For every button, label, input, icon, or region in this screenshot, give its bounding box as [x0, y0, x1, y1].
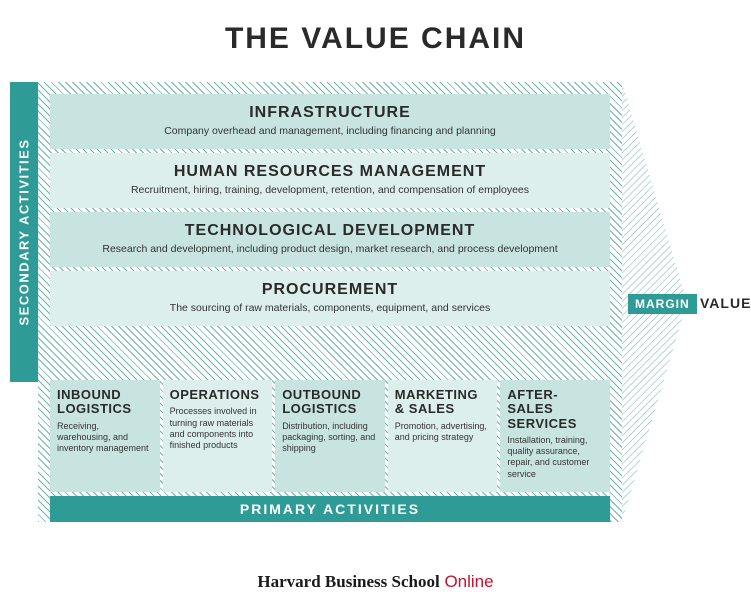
secondary-row-desc: The sourcing of raw materials, component…: [64, 302, 596, 314]
primary-col: AFTER-SALES SERVICESInstallation, traini…: [500, 380, 610, 492]
value-text: VALUE: [700, 295, 751, 311]
secondary-activities-text: SECONDARY ACTIVITIES: [17, 139, 32, 326]
secondary-row: PROCUREMENT The sourcing of raw materials…: [50, 271, 610, 326]
primary-col: OUTBOUND LOGISTICS Distribution, includin…: [275, 380, 385, 492]
diagram-title: THE VALUE CHAIN: [0, 0, 751, 56]
secondary-row-desc: Company overhead and management, includi…: [64, 125, 596, 137]
secondary-row-title: HUMAN RESOURCES MANAGEMENT: [64, 163, 596, 181]
footer-online: Online: [440, 572, 494, 591]
footer-attribution: Harvard Business School Online: [0, 572, 751, 592]
secondary-row: HUMAN RESOURCES MANAGEMENT Recruitment, h…: [50, 153, 610, 208]
primary-col: OPERATIONS Processes involved in turning …: [163, 380, 273, 492]
secondary-activities-label: SECONDARY ACTIVITIES: [10, 82, 38, 382]
secondary-row: TECHNOLOGICAL DEVELOPMENT Research and de…: [50, 212, 610, 267]
primary-col-title: MARKETING & SALES: [395, 388, 491, 417]
primary-col-desc: Promotion, advertising, and pricing stra…: [395, 421, 491, 444]
primary-col-desc: Processes involved in turning raw materi…: [170, 406, 266, 451]
primary-col-desc: Receiving, warehousing, and inventory ma…: [57, 421, 153, 455]
primary-activities-cols: INBOUND LOGISTICS Receiving, warehousing,…: [50, 380, 610, 492]
secondary-row-desc: Recruitment, hiring, training, developme…: [64, 184, 596, 196]
primary-col-title: OUTBOUND LOGISTICS: [282, 388, 378, 417]
primary-col-title: INBOUND LOGISTICS: [57, 388, 153, 417]
primary-col-desc: Distribution, including packaging, sorti…: [282, 421, 378, 455]
primary-col-title: AFTER-SALES SERVICES: [507, 388, 603, 431]
secondary-row-title: TECHNOLOGICAL DEVELOPMENT: [64, 222, 596, 240]
secondary-row-title: PROCUREMENT: [64, 281, 596, 299]
footer-hbs: Harvard Business School: [257, 572, 439, 591]
primary-col: MARKETING & SALES Promotion, advertising,…: [388, 380, 498, 492]
secondary-row: INFRASTRUCTURE Company overhead and manag…: [50, 94, 610, 149]
value-chain-diagram: SECONDARY ACTIVITIES INFRASTRUCTURE Compa…: [10, 72, 690, 542]
primary-col-title: OPERATIONS: [170, 388, 266, 402]
primary-activities-label: PRIMARY ACTIVITIES: [50, 496, 610, 522]
secondary-activities-rows: INFRASTRUCTURE Company overhead and manag…: [50, 94, 610, 330]
margin-badge: MARGIN: [628, 294, 697, 314]
secondary-row-title: INFRASTRUCTURE: [64, 104, 596, 122]
primary-col: INBOUND LOGISTICS Receiving, warehousing,…: [50, 380, 160, 492]
primary-col-desc: Installation, training, quality assuranc…: [507, 435, 603, 480]
secondary-row-desc: Research and development, including prod…: [64, 243, 596, 255]
